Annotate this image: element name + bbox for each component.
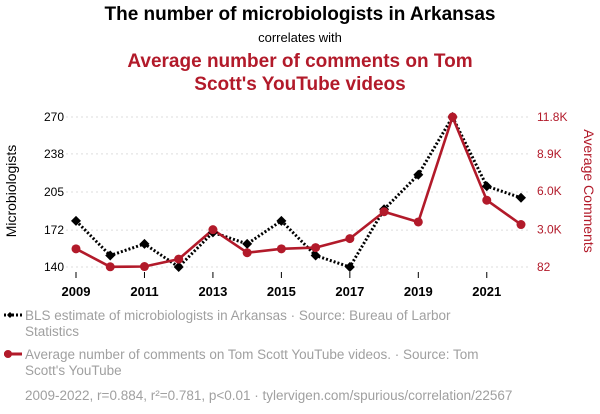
footer-stats: 2009-2022, r=0.884, r²=0.781, p<0.01 · t… (25, 388, 512, 403)
series-2-point (516, 220, 526, 230)
series-line-2 (75, 115, 522, 269)
series-1-point (173, 262, 184, 272)
series-1-point (413, 169, 424, 180)
legend-item-series-1: BLS estimate of microbiologists in Arkan… (4, 308, 451, 339)
series-2-point (482, 195, 492, 205)
x-tick-label: 2011 (130, 284, 158, 299)
legend-label-series-1-line-1: BLS estimate of microbiologists in Arkan… (25, 308, 451, 323)
left-tick-label: 172 (44, 223, 64, 237)
legend-marker-series-2 (4, 350, 12, 358)
series-2-point (208, 225, 218, 235)
x-tick-label: 2015 (267, 284, 296, 299)
series-2-point (379, 207, 389, 217)
legend-marker-series-1 (7, 312, 13, 318)
left-tick-label: 238 (44, 147, 64, 161)
series-2-point (242, 248, 252, 258)
chart-title: The number of microbiologists in Arkansa… (105, 4, 496, 25)
legend-item-series-2: Average number of comments on Tom Scott … (4, 347, 479, 378)
series-1-point (105, 250, 116, 261)
x-tick-label: 2017 (335, 284, 364, 299)
x-tick-label: 2021 (472, 284, 501, 299)
plot-area: 140 172 205 238 270 82 3.0K 6.0K 8.9K 11.8K 2009 20… (44, 110, 568, 299)
series-2-point (311, 243, 321, 253)
series-1-point (242, 238, 253, 249)
series-2-point (174, 254, 184, 264)
series-2-point (345, 234, 355, 244)
chart-title-second-line-1: Average number of comments on Tom (127, 51, 472, 72)
right-axis-label: Average Comments (581, 129, 597, 252)
legend: BLS estimate of microbiologists in Arkan… (4, 308, 479, 378)
right-tick-label: 11.8K (537, 110, 567, 124)
series-2-point (139, 262, 149, 272)
series-1-point (71, 215, 81, 226)
legend-label-series-1-line-2: Statistics (25, 324, 79, 339)
right-tick-label: 82 (537, 260, 551, 274)
left-axis-label: Microbiologists (3, 145, 19, 238)
series-2-point (413, 217, 423, 227)
right-tick-label: 8.9K (537, 147, 562, 161)
series-2-point (71, 244, 81, 254)
series-2-point (105, 262, 115, 272)
chart-subtitle: correlates with (258, 30, 342, 45)
legend-label-series-2-line-1: Average number of comments on Tom Scott … (25, 347, 479, 362)
series-line-1 (74, 115, 522, 269)
x-tick-label: 2019 (404, 284, 433, 299)
series-1-point (344, 262, 355, 272)
x-tick-label: 2013 (198, 284, 227, 299)
series-1-point (481, 181, 492, 192)
series-2-point (276, 244, 286, 254)
left-tick-label: 205 (44, 185, 64, 199)
series-2-point (448, 112, 458, 122)
series-1-point (139, 238, 150, 249)
right-tick-label: 6.0K (537, 184, 562, 198)
series-1-point (310, 250, 321, 261)
legend-label-series-2-line-2: Scott's YouTube (25, 363, 122, 378)
series-1-point (516, 192, 526, 203)
series-1-point (276, 215, 287, 226)
left-tick-label: 270 (44, 110, 64, 124)
x-tick-label: 2009 (62, 284, 91, 299)
left-tick-label: 140 (44, 260, 64, 274)
chart-title-second-line-2: Scott's YouTube videos (194, 74, 405, 95)
right-tick-label: 3.0K (537, 223, 562, 237)
